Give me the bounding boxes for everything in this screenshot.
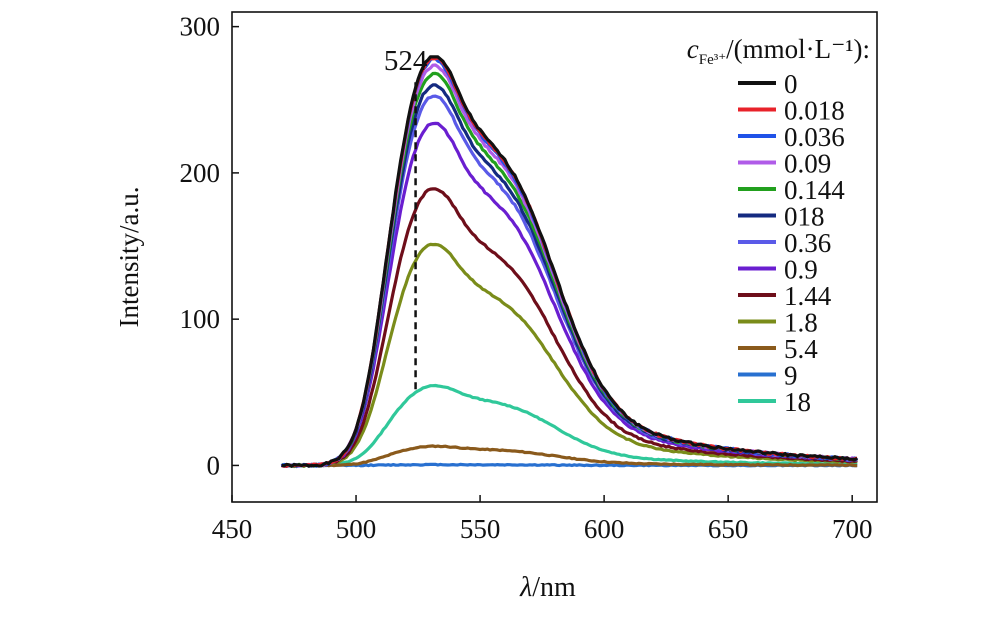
x-tick-label: 600 bbox=[584, 514, 625, 544]
legend-label-5.4: 5.4 bbox=[784, 334, 818, 364]
series-line-1.8 bbox=[281, 242, 858, 468]
y-tick-label: 0 bbox=[207, 450, 221, 480]
x-tick-label: 500 bbox=[336, 514, 377, 544]
legend-label-0.144: 0.144 bbox=[784, 175, 845, 205]
legend-title: cFe³⁺/(mmol·L⁻¹): bbox=[687, 34, 870, 68]
series-line-0 bbox=[281, 55, 858, 468]
series-line-18 bbox=[281, 383, 858, 468]
x-tick-label: 650 bbox=[708, 514, 749, 544]
legend-label-18: 18 bbox=[784, 387, 811, 417]
legend-label-0: 0 bbox=[784, 69, 798, 99]
legend-label-0.9: 0.9 bbox=[784, 255, 818, 285]
x-axis-label: λ/nm bbox=[519, 572, 576, 603]
legend-label-0.09: 0.09 bbox=[784, 149, 831, 179]
legend-label-1.44: 1.44 bbox=[784, 281, 832, 311]
legend-label-9: 9 bbox=[784, 361, 798, 391]
series-line-5.4 bbox=[281, 444, 858, 468]
series-line-1.44 bbox=[281, 187, 858, 468]
legend-label-018: 018 bbox=[784, 202, 825, 232]
y-tick-label: 300 bbox=[180, 12, 221, 42]
y-tick-label: 100 bbox=[180, 304, 221, 334]
legend-label-0.036: 0.036 bbox=[784, 122, 845, 152]
peak-label: 524 bbox=[384, 45, 428, 77]
y-tick-label: 200 bbox=[180, 158, 221, 188]
x-tick-label: 450 bbox=[212, 514, 253, 544]
legend-label-1.8: 1.8 bbox=[784, 308, 818, 338]
plot-frame bbox=[231, 11, 878, 503]
legend-label-0.018: 0.018 bbox=[784, 96, 845, 126]
x-tick-label: 550 bbox=[460, 514, 501, 544]
x-tick-label: 700 bbox=[832, 514, 873, 544]
y-axis-label: Intensity/a.u. bbox=[114, 187, 144, 328]
legend-label-0.36: 0.36 bbox=[784, 228, 831, 258]
